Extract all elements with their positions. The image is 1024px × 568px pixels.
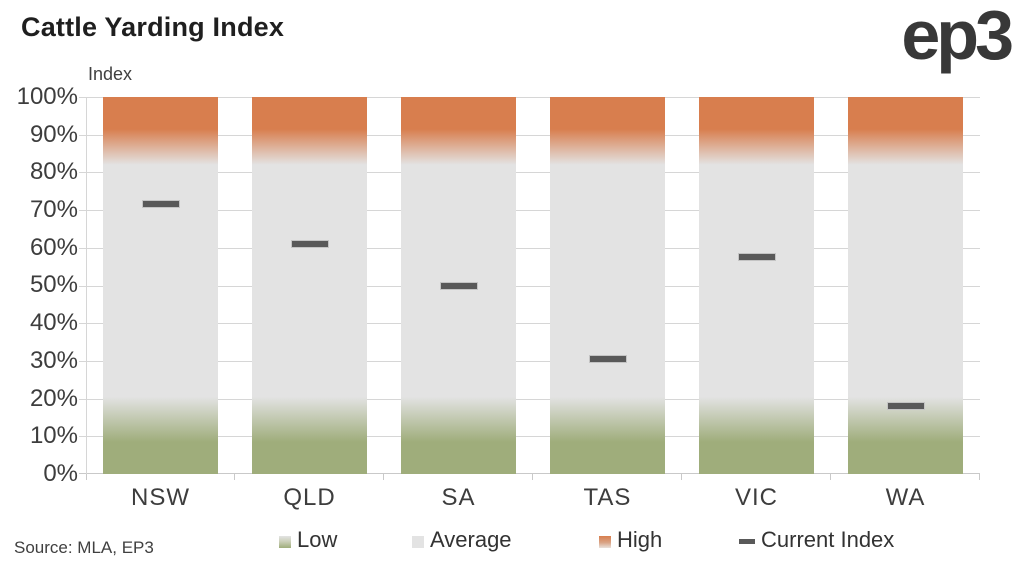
y-tick-label: 100% <box>16 83 78 110</box>
x-axis-tick <box>86 474 87 480</box>
legend-label-average: Average <box>430 527 512 552</box>
current-index-marker-tas <box>588 355 627 363</box>
gridline-10 <box>79 436 980 438</box>
y-tick-label: 60% <box>29 234 78 261</box>
bar-nsw <box>103 97 218 474</box>
legend-swatch-average <box>412 536 424 548</box>
bar-wa <box>848 97 963 474</box>
bar-qld <box>252 97 367 474</box>
gridline-60 <box>79 247 980 249</box>
bar-tas <box>550 97 665 474</box>
y-tick-label: 80% <box>29 158 78 185</box>
y-tick-label: 50% <box>29 271 78 298</box>
legend-swatch-low <box>279 536 291 548</box>
gridline-40 <box>79 323 980 325</box>
x-label-sa: SA <box>441 484 476 511</box>
gridline-80 <box>79 172 980 174</box>
gridline-70 <box>79 210 980 212</box>
y-tick-label: 90% <box>29 121 78 148</box>
y-tick-label: 70% <box>29 196 78 223</box>
y-tick-label: 30% <box>29 347 78 374</box>
y-axis-line <box>86 97 87 474</box>
x-axis-tick <box>383 474 384 480</box>
gridline-20 <box>79 398 980 400</box>
source-note: Source: MLA, EP3 <box>14 538 154 557</box>
legend-swatch-high <box>599 536 611 548</box>
x-axis-line <box>79 473 980 474</box>
legend-dash-current-index <box>739 539 755 544</box>
legend-label-low: Low <box>297 527 338 552</box>
gridline-90 <box>79 134 980 136</box>
bar-vic <box>699 97 814 474</box>
gridline-50 <box>79 285 980 287</box>
x-axis-tick <box>830 474 831 480</box>
gridline-30 <box>79 360 980 362</box>
legend-label-current-index: Current Index <box>761 527 895 552</box>
ep3-logo: ep3 <box>901 0 1014 74</box>
bar-sa <box>401 97 516 474</box>
x-label-qld: QLD <box>283 484 336 511</box>
y-tick-label: 10% <box>29 422 78 449</box>
current-index-marker-vic <box>737 253 776 262</box>
x-label-wa: WA <box>885 484 926 511</box>
y-axis-title: Index <box>88 64 133 84</box>
x-axis-tick <box>681 474 682 480</box>
x-axis-tick <box>979 474 980 480</box>
y-tick-label: 40% <box>29 309 78 336</box>
current-index-marker-wa <box>886 402 925 411</box>
gridline-100 <box>79 97 980 98</box>
plot-area <box>79 97 980 480</box>
x-label-nsw: NSW <box>131 484 190 511</box>
x-axis-tick <box>234 474 235 480</box>
current-index-marker-nsw <box>141 200 180 209</box>
chart-title: Cattle Yarding Index <box>21 12 285 42</box>
legend-label-high: High <box>617 527 663 552</box>
y-tick-label: 0% <box>43 460 78 487</box>
y-tick-label: 20% <box>29 385 78 412</box>
x-label-tas: TAS <box>583 484 632 511</box>
x-axis-tick <box>532 474 533 480</box>
current-index-marker-sa <box>439 281 478 290</box>
x-label-vic: VIC <box>734 484 778 511</box>
current-index-marker-qld <box>290 240 329 249</box>
